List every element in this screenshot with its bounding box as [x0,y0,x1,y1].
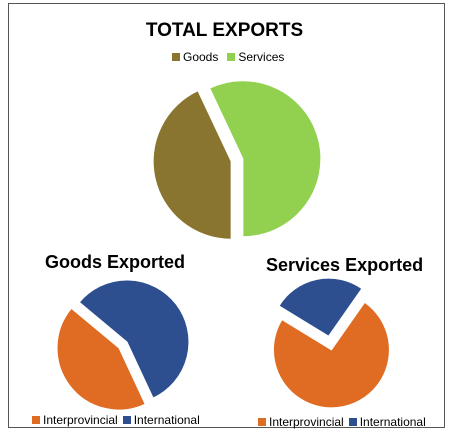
services-exported-legend: Interprovincial International [258,415,426,429]
legend-swatch-goods-interprovincial [32,416,40,424]
pie-slice-goods-interprovincial [56,307,146,411]
total-exports-legend: Goods Services [172,50,284,64]
total-exports-title: TOTAL EXPORTS [145,20,304,41]
legend-swatch-services-international [348,418,357,426]
legend-swatch-goods-international [122,416,131,424]
pie-slice-goods [152,90,232,240]
legend-label-services-interprovincial: Interprovincial [269,415,344,429]
goods-exported-title: Goods Exported [45,252,186,272]
legend-label-goods-interprovincial: Interprovincial [43,413,118,427]
pie-slice-goods-international [78,279,190,399]
legend-swatch-services [227,53,236,61]
services-exported-title: Services Exported [266,255,424,275]
legend-swatch-goods [172,53,180,61]
legend-label-goods-international: International [133,413,200,427]
pie-slice-services-international [278,277,363,337]
goods-exported-legend: Interprovincial International [32,413,200,427]
legend-swatch-services-interprovincial [258,418,266,426]
chart-frame [8,3,445,428]
legend-label-goods: Goods [183,50,219,64]
legend-label-services-international: International [359,415,426,429]
pie-slice-services [208,80,322,238]
legend-label-services: Services [238,50,285,64]
pie-slice-services-interprovincial [272,301,390,409]
